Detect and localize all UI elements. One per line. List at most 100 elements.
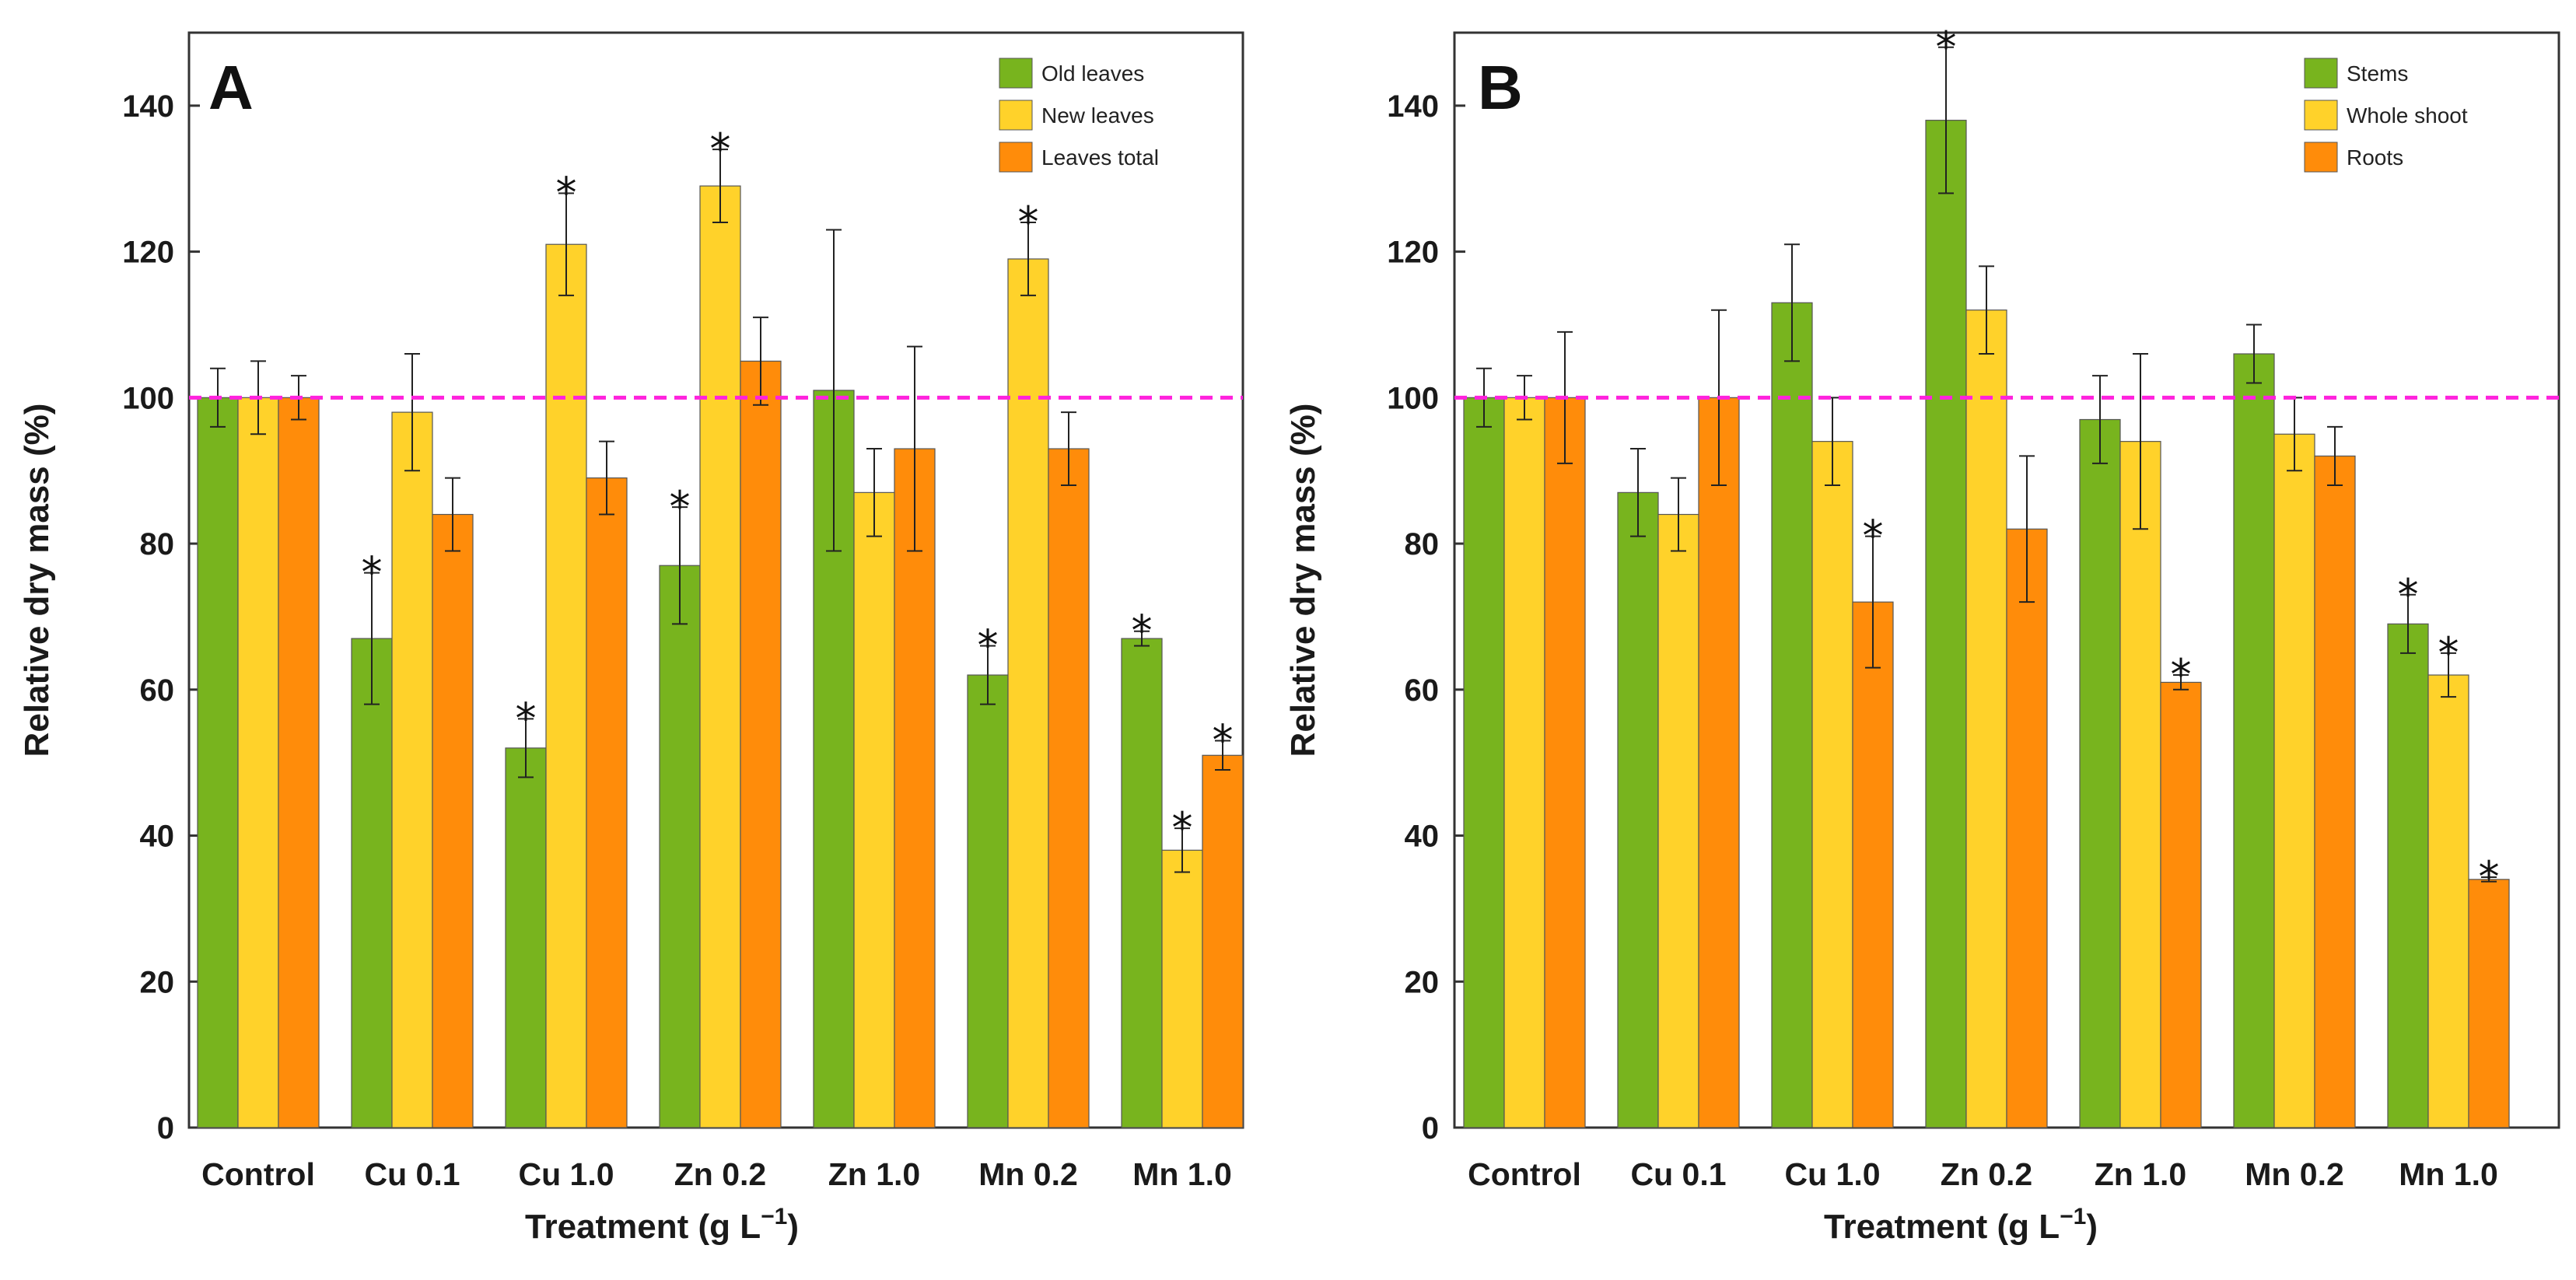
legend-label: Stems: [2347, 61, 2408, 86]
legend-swatch: [999, 58, 1033, 89]
y-tick-label: 120: [122, 236, 174, 270]
bar: [2119, 441, 2161, 1128]
bar: [1121, 638, 1163, 1128]
y-axis-title: Relative dry mass (%): [18, 404, 56, 757]
panel-a-chart: 0 20 40 60 80 100 120 140 Control * Cu 0.1 * * Cu 1.0…: [18, 31, 1244, 1246]
bar: [740, 360, 782, 1128]
legend-swatch: [999, 100, 1033, 131]
bar: [351, 638, 393, 1128]
y-tick-label: 80: [140, 527, 175, 561]
bar: [2387, 623, 2429, 1128]
bar: [1965, 310, 2007, 1128]
legend-label: New leaves: [1041, 103, 1154, 128]
bar: [2006, 528, 2048, 1128]
bar: [2314, 455, 2356, 1128]
bar: [1657, 513, 1699, 1128]
significance-star: *: [978, 621, 999, 670]
bar: [197, 397, 239, 1128]
bar: [1007, 258, 1049, 1128]
legend-swatch: [2304, 142, 2338, 173]
bar: [894, 448, 936, 1128]
legend-label: Old leaves: [1041, 61, 1144, 86]
bar: [237, 397, 279, 1128]
legend-label: Whole shoot: [2347, 103, 2468, 128]
bar: [1161, 849, 1203, 1128]
bar: [1503, 397, 1545, 1128]
significance-star: *: [1018, 198, 1039, 247]
y-tick-label: 60: [1405, 673, 1440, 708]
x-axis-title: Treatment (g L−1): [1824, 1204, 2098, 1246]
legend-swatch: [2304, 58, 2338, 89]
bar: [1544, 397, 1586, 1128]
y-tick-label: 100: [1387, 381, 1439, 415]
bar: [1698, 397, 1740, 1128]
significance-star: *: [2479, 852, 2500, 901]
bar: [1811, 441, 1853, 1128]
y-tick-label: 40: [1405, 820, 1440, 854]
legend-swatch: [999, 142, 1033, 173]
bar: [1463, 397, 1505, 1128]
y-tick-label: 20: [1405, 965, 1440, 999]
bar: [1202, 754, 1244, 1128]
bar: [967, 674, 1009, 1128]
y-tick-label: 40: [140, 820, 175, 854]
panel-label: A: [208, 53, 254, 122]
legend-label: Leaves total: [1041, 145, 1159, 170]
y-tick-label: 0: [1422, 1111, 1439, 1145]
x-category-label: Mn 1.0: [2399, 1156, 2498, 1192]
bar: [699, 185, 741, 1128]
x-category-label: Zn 1.0: [828, 1156, 920, 1192]
x-axis-title: Treatment (g L−1): [525, 1204, 799, 1246]
significance-star: *: [556, 169, 577, 218]
significance-star: *: [1936, 23, 1957, 72]
bar: [659, 565, 701, 1128]
bar: [1048, 448, 1090, 1128]
significance-star: *: [1213, 716, 1234, 765]
x-axis-title-superscript: −1: [761, 1204, 787, 1229]
panel-label: B: [1478, 53, 1523, 122]
significance-star: *: [1132, 607, 1153, 656]
y-tick-label: 60: [140, 673, 175, 708]
x-category-label: Cu 1.0: [1784, 1156, 1880, 1192]
bar: [278, 397, 320, 1128]
x-category-label: Zn 1.0: [2095, 1156, 2186, 1192]
significance-star: *: [2398, 570, 2419, 619]
x-axis-title-main: Treatment (g L: [525, 1208, 761, 1246]
x-axis-title-main: Treatment (g L: [1824, 1208, 2060, 1246]
x-category-label: Control: [201, 1156, 315, 1192]
bar: [2160, 681, 2202, 1128]
bar: [1617, 491, 1659, 1128]
y-tick-label: 20: [140, 965, 175, 999]
significance-star: *: [710, 124, 731, 173]
x-axis-title-end: ): [2086, 1208, 2098, 1246]
x-category-label: Control: [1468, 1156, 1581, 1192]
y-tick-label: 100: [122, 381, 174, 415]
bar: [2427, 674, 2469, 1128]
bar: [1771, 302, 1813, 1128]
bar: [432, 513, 474, 1128]
y-tick-label: 140: [1387, 89, 1439, 124]
x-category-label: Zn 0.2: [674, 1156, 766, 1192]
bar: [853, 491, 895, 1128]
bar: [545, 243, 587, 1128]
significance-star: *: [516, 694, 537, 743]
bar: [505, 747, 547, 1128]
legend-label: Roots: [2347, 145, 2403, 170]
x-category-label: Mn 1.0: [1132, 1156, 1232, 1192]
bar: [1925, 120, 1967, 1128]
x-category-label: Mn 0.2: [2245, 1156, 2344, 1192]
y-tick-label: 80: [1405, 527, 1440, 561]
significance-star: *: [362, 548, 383, 597]
y-tick-label: 140: [122, 89, 174, 124]
bar: [2079, 418, 2121, 1128]
x-axis-title-end: ): [787, 1208, 799, 1246]
y-axis-title: Relative dry mass (%): [1284, 404, 1322, 757]
x-category-label: Zn 0.2: [1941, 1156, 2032, 1192]
significance-star: *: [1863, 512, 1884, 561]
y-tick-label: 120: [1387, 236, 1439, 270]
y-tick-label: 0: [157, 1111, 174, 1145]
significance-star: *: [1172, 803, 1193, 852]
significance-star: *: [670, 482, 691, 531]
bar: [2273, 433, 2315, 1128]
